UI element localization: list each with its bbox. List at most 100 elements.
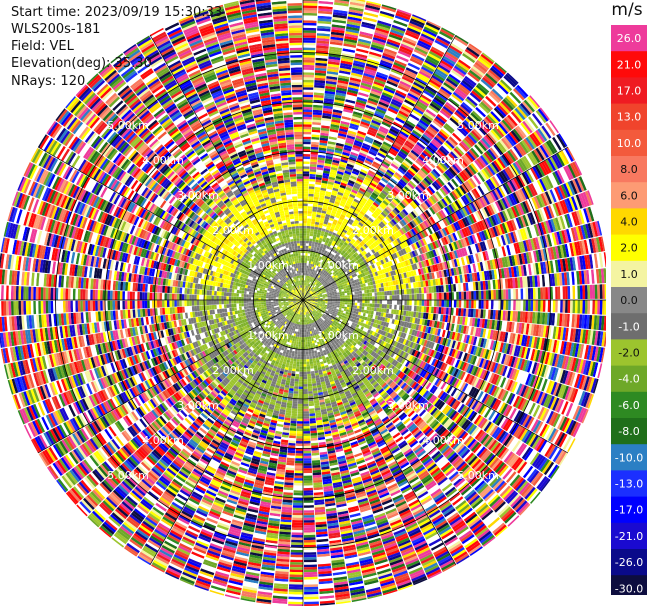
velocity-gate — [532, 287, 536, 300]
velocity-gate — [320, 217, 325, 221]
velocity-gate — [599, 284, 603, 299]
velocity-gate — [379, 291, 383, 296]
velocity-gate — [340, 120, 350, 126]
velocity-gate — [413, 288, 417, 294]
velocity-gate — [310, 248, 314, 252]
velocity-gate — [362, 300, 365, 303]
velocity-gate — [389, 290, 392, 296]
velocity-gate — [329, 295, 333, 298]
velocity-gate — [318, 3, 333, 7]
velocity-gate — [303, 62, 315, 66]
velocity-gate — [318, 8, 333, 12]
velocity-gate — [331, 116, 341, 121]
velocity-gate — [356, 45, 370, 52]
velocity-gate — [555, 286, 558, 300]
velocity-gate — [308, 186, 315, 190]
velocity-gate — [322, 110, 333, 115]
velocity-gate — [344, 306, 347, 310]
velocity-gate — [331, 162, 339, 166]
velocity-gate — [315, 55, 328, 59]
velocity-gate — [347, 295, 350, 298]
velocity-gate — [441, 292, 445, 300]
velocity-gate — [308, 201, 313, 204]
velocity-gate — [303, 166, 310, 169]
velocity-gate — [332, 301, 336, 304]
velocity-gate — [381, 291, 385, 296]
velocity-gate — [327, 141, 336, 145]
velocity-gate — [389, 300, 393, 305]
velocity-gate — [324, 95, 335, 100]
velocity-gate — [331, 29, 345, 34]
velocity-gate — [330, 169, 338, 174]
velocity-gate — [303, 205, 308, 209]
velocity-gate — [367, 300, 370, 304]
velocity-gate — [327, 301, 331, 303]
velocity-gate — [503, 289, 506, 300]
velocity-gate — [309, 266, 312, 269]
velocity-gate — [303, 215, 308, 219]
velocity-gate — [337, 135, 346, 140]
velocity-gate — [337, 0, 350, 2]
velocity-gate — [303, 295, 304, 298]
velocity-gate — [314, 224, 319, 228]
velocity-gate — [347, 16, 362, 22]
velocity-gate — [364, 293, 368, 297]
velocity-gate — [376, 288, 380, 292]
velocity-gate — [317, 300, 321, 302]
velocity-gate — [303, 114, 312, 118]
velocity-gate — [317, 159, 325, 163]
velocity-gate — [333, 106, 343, 111]
velocity-gate — [314, 72, 326, 76]
velocity-gate — [303, 163, 310, 167]
velocity-gate — [305, 270, 308, 274]
velocity-gate — [303, 12, 317, 16]
velocity-gate — [313, 89, 325, 94]
velocity-gate — [309, 258, 312, 262]
velocity-gate — [481, 300, 484, 309]
velocity-gate — [528, 300, 531, 312]
velocity-gate — [337, 298, 341, 300]
velocity-gate — [324, 90, 336, 95]
velocity-gate — [317, 25, 331, 30]
velocity-gate — [341, 306, 345, 309]
velocity-gate — [349, 1, 365, 7]
velocity-gate — [307, 208, 313, 212]
velocity-gate — [341, 55, 354, 61]
velocity-gate — [308, 196, 314, 199]
velocity-gate — [319, 220, 324, 224]
velocity-gate — [303, 129, 312, 132]
velocity-gate — [406, 288, 410, 295]
velocity-gate — [530, 300, 534, 312]
velocity-gate — [327, 61, 340, 66]
velocity-gate — [406, 305, 410, 311]
velocity-gate — [306, 280, 309, 284]
velocity-gate — [339, 301, 343, 304]
velocity-gate — [426, 306, 430, 313]
velocity-gate — [392, 295, 395, 300]
velocity-gate — [303, 0, 318, 4]
velocity-gate — [303, 124, 312, 127]
velocity-gate — [349, 77, 362, 83]
velocity-gate — [314, 244, 318, 248]
velocity-gate — [303, 193, 309, 197]
velocity-gate — [310, 253, 313, 257]
velocity-gate — [313, 196, 319, 200]
velocity-gate — [552, 286, 556, 300]
velocity-gate — [308, 263, 311, 267]
velocity-gate — [369, 296, 373, 300]
velocity-gate — [312, 254, 315, 257]
velocity-gate — [508, 289, 511, 300]
velocity-gate — [473, 290, 477, 300]
velocity-gate — [309, 238, 313, 242]
velocity-gate — [324, 198, 330, 202]
velocity-gate — [322, 208, 327, 212]
velocity-gate — [503, 300, 506, 310]
velocity-gate — [303, 52, 315, 56]
velocity-gate — [318, 225, 323, 229]
velocity-gate — [476, 290, 479, 300]
velocity-gate — [488, 290, 492, 300]
velocity-gate — [338, 130, 348, 135]
velocity-gate — [333, 152, 342, 157]
velocity-gate — [414, 294, 417, 300]
velocity-gate — [304, 287, 306, 291]
